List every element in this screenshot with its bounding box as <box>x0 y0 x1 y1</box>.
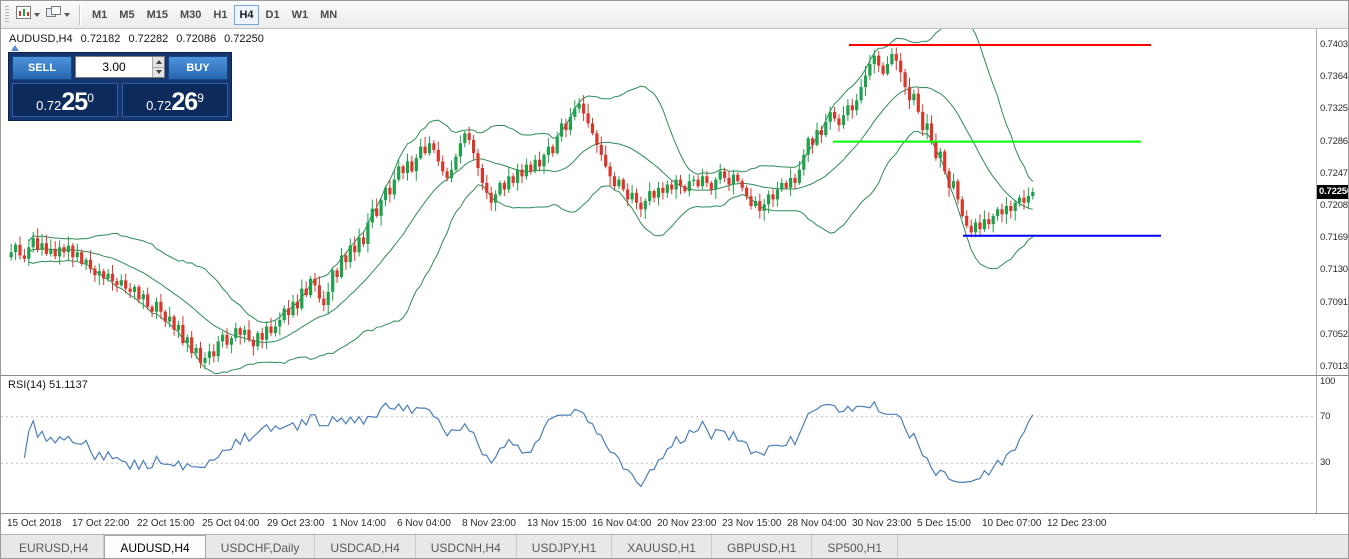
bid-prefix: 0.72 <box>36 98 62 113</box>
time-axis-label: 8 Nov 23:00 <box>462 518 516 529</box>
time-axis-label: 10 Dec 07:00 <box>982 518 1042 529</box>
one-click-trading-panel: SELL 3.00 BUY 0.72 25 0 0.72 <box>8 52 232 121</box>
window-layout-icon-button[interactable] <box>43 3 73 27</box>
close-value: 0.72250 <box>224 33 264 45</box>
down-arrow-icon <box>155 70 162 75</box>
time-axis-label: 28 Nov 04:00 <box>787 518 847 529</box>
high-value: 0.72282 <box>128 33 169 45</box>
window-layout-icon <box>46 5 61 24</box>
timeframe-m5[interactable]: M5 <box>114 5 139 25</box>
trade-panel-collapse-arrow[interactable] <box>11 45 19 51</box>
chart-tab-usdcad-h4[interactable]: USDCAD,H4 <box>315 535 416 558</box>
ask-prefix: 0.72 <box>146 98 172 113</box>
time-axis-label: 25 Oct 04:00 <box>202 518 260 529</box>
chart-tabs-bar: EURUSD,H4 AUDUSD,H4 USDCHF,Daily USDCAD,H4 U… <box>1 534 1348 558</box>
time-axis-label: 16 Nov 04:00 <box>592 518 652 529</box>
low-value: 0.72086 <box>176 33 217 45</box>
bid-big-digits: 25 <box>61 88 88 116</box>
open-value: 0.72182 <box>80 33 121 45</box>
price-chart[interactable] <box>1 29 1316 375</box>
chart-tab-audusd-h4[interactable]: AUDUSD,H4 <box>104 535 206 558</box>
time-axis-label: 12 Dec 23:00 <box>1047 518 1107 529</box>
rsi-chart[interactable] <box>1 376 1316 513</box>
timeframe-w1[interactable]: W1 <box>287 5 314 25</box>
chart-tab-usdjpy-h1[interactable]: USDJPY,H1 <box>517 535 613 558</box>
volume-decrease-button[interactable] <box>153 67 164 77</box>
timeframe-m15[interactable]: M15 <box>142 5 173 25</box>
ask-big-digits: 26 <box>171 88 198 116</box>
chart-window-icon-button[interactable] <box>13 3 43 27</box>
symbol-period-label: AUDUSD,H4 <box>9 33 73 45</box>
time-axis-label: 6 Nov 04:00 <box>397 518 451 529</box>
time-axis-label: 13 Nov 15:00 <box>527 518 587 529</box>
buy-button[interactable]: BUY <box>168 56 228 80</box>
bid-pipette: 0 <box>87 91 94 105</box>
toolbar-separator <box>79 4 80 25</box>
timeframe-m30[interactable]: M30 <box>175 5 206 25</box>
volume-value[interactable]: 3.00 <box>102 60 126 74</box>
rsi-line <box>23 400 1034 488</box>
sell-button[interactable]: SELL <box>12 56 72 80</box>
time-axis-label: 5 Dec 15:00 <box>917 518 971 529</box>
rsi-level-label: 30 <box>1320 457 1331 469</box>
volume-increase-button[interactable] <box>153 57 164 68</box>
chart-panel: AUDUSD,H4 0.72182 0.72282 0.72086 0.7225… <box>1 29 1349 375</box>
ohlc-header: AUDUSD,H4 0.72182 0.72282 0.72086 0.7225… <box>9 33 269 45</box>
time-axis-label: 23 Nov 15:00 <box>722 518 782 529</box>
timeframe-mn[interactable]: MN <box>315 5 342 25</box>
chart-tab-usdcnh-h4[interactable]: USDCNH,H4 <box>416 535 517 558</box>
timeframe-d1[interactable]: D1 <box>261 5 285 25</box>
chevron-down-icon <box>64 12 70 17</box>
chart-tab-usdchf-daily[interactable]: USDCHF,Daily <box>206 535 316 558</box>
chart-tab-gbpusd-h1[interactable]: GBPUSD,H1 <box>712 535 813 558</box>
rsi-indicator-label: RSI(14) 51.1137 <box>8 379 88 391</box>
candles <box>9 47 1035 370</box>
chart-tab-eurusd-h4[interactable]: EURUSD,H4 <box>4 535 105 558</box>
toolbar-grip[interactable] <box>5 5 9 24</box>
chevron-down-icon <box>34 12 40 17</box>
time-axis-label: 22 Oct 15:00 <box>137 518 195 529</box>
rsi-panel: RSI(14) 51.1137 100 70 30 <box>1 375 1348 513</box>
time-axis-label: 17 Oct 22:00 <box>72 518 130 529</box>
time-axis-label: 30 Nov 23:00 <box>852 518 912 529</box>
up-arrow-icon <box>155 59 162 64</box>
rsi-level-label: 100 <box>1320 376 1336 387</box>
time-axis[interactable]: 15 Oct 2018 17 Oct 22:00 22 Oct 15:00 25 Oc… <box>1 513 1348 535</box>
rsi-level-label: 70 <box>1320 410 1331 422</box>
chart-tab-xauusd-h1[interactable]: XAUUSD,H1 <box>612 535 712 558</box>
timeframe-toolbar: M1 M5 M15 M30 H1 H4 D1 W1 MN <box>86 4 343 25</box>
chart-window-icon <box>16 5 31 24</box>
volume-spinner <box>152 57 164 77</box>
chart-tab-sp500-h1[interactable]: SP500,H1 <box>812 535 899 558</box>
time-axis-label: 1 Nov 14:00 <box>332 518 386 529</box>
timeframe-m1[interactable]: M1 <box>87 5 112 25</box>
top-toolbar: M1 M5 M15 M30 H1 H4 D1 W1 MN <box>1 1 1348 29</box>
time-axis-label: 29 Oct 23:00 <box>267 518 325 529</box>
timeframe-h1[interactable]: H1 <box>208 5 232 25</box>
time-axis-label: 20 Nov 23:00 <box>657 518 717 529</box>
price-axis-label: 0.70130 <box>1320 361 1348 372</box>
rsi-axis[interactable]: 100 70 30 <box>1316 376 1348 513</box>
ask-price-display: 0.72 26 9 <box>122 83 228 117</box>
ask-pipette: 9 <box>197 91 204 105</box>
current-price-badge: 0.72250 <box>1317 184 1349 199</box>
time-axis-label: 15 Oct 2018 <box>7 518 62 529</box>
bid-price-display: 0.72 25 0 <box>12 83 118 117</box>
timeframe-h4[interactable]: H4 <box>234 4 259 25</box>
volume-input[interactable]: 3.00 <box>75 56 165 78</box>
